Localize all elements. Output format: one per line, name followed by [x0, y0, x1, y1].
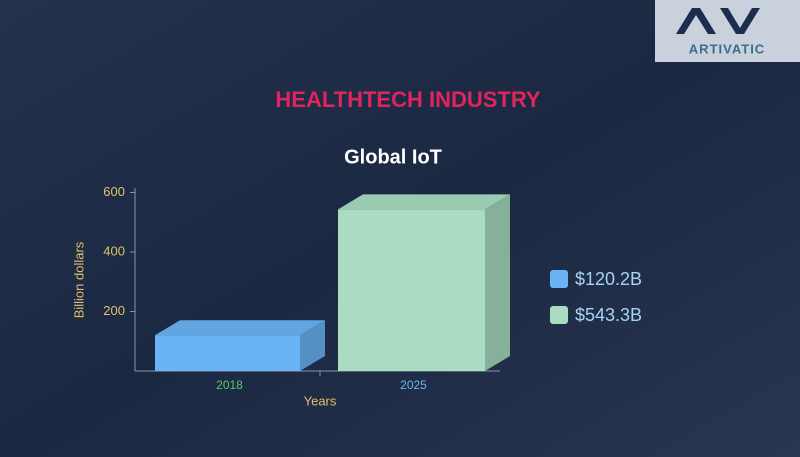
- bar-side: [485, 194, 510, 371]
- bar: [155, 320, 325, 371]
- bar-top: [338, 194, 510, 210]
- legend-label: $120.2B: [575, 269, 642, 289]
- bar-front: [338, 209, 485, 371]
- logo-mark: [676, 8, 760, 34]
- legend-swatch: [550, 270, 568, 288]
- legend-label: $543.3B: [575, 305, 642, 325]
- bar-front: [155, 335, 300, 371]
- bar-top: [155, 320, 325, 336]
- x-axis-label: Years: [304, 393, 337, 408]
- page-title: HEALTHTECH INDUSTRY: [275, 87, 541, 112]
- x-tick-label: 2025: [400, 378, 427, 392]
- y-tick-label: 200: [103, 303, 125, 318]
- legend-swatch: [550, 306, 568, 324]
- bar-side: [300, 320, 325, 371]
- chart-title: Global IoT: [344, 146, 442, 168]
- logo-text: ARTIVATIC: [689, 41, 765, 56]
- bar: [338, 194, 510, 371]
- y-tick-label: 600: [103, 184, 125, 199]
- x-tick-label: 2018: [216, 378, 243, 392]
- y-axis-label: Billion dollars: [71, 241, 86, 318]
- y-tick-label: 400: [103, 243, 125, 258]
